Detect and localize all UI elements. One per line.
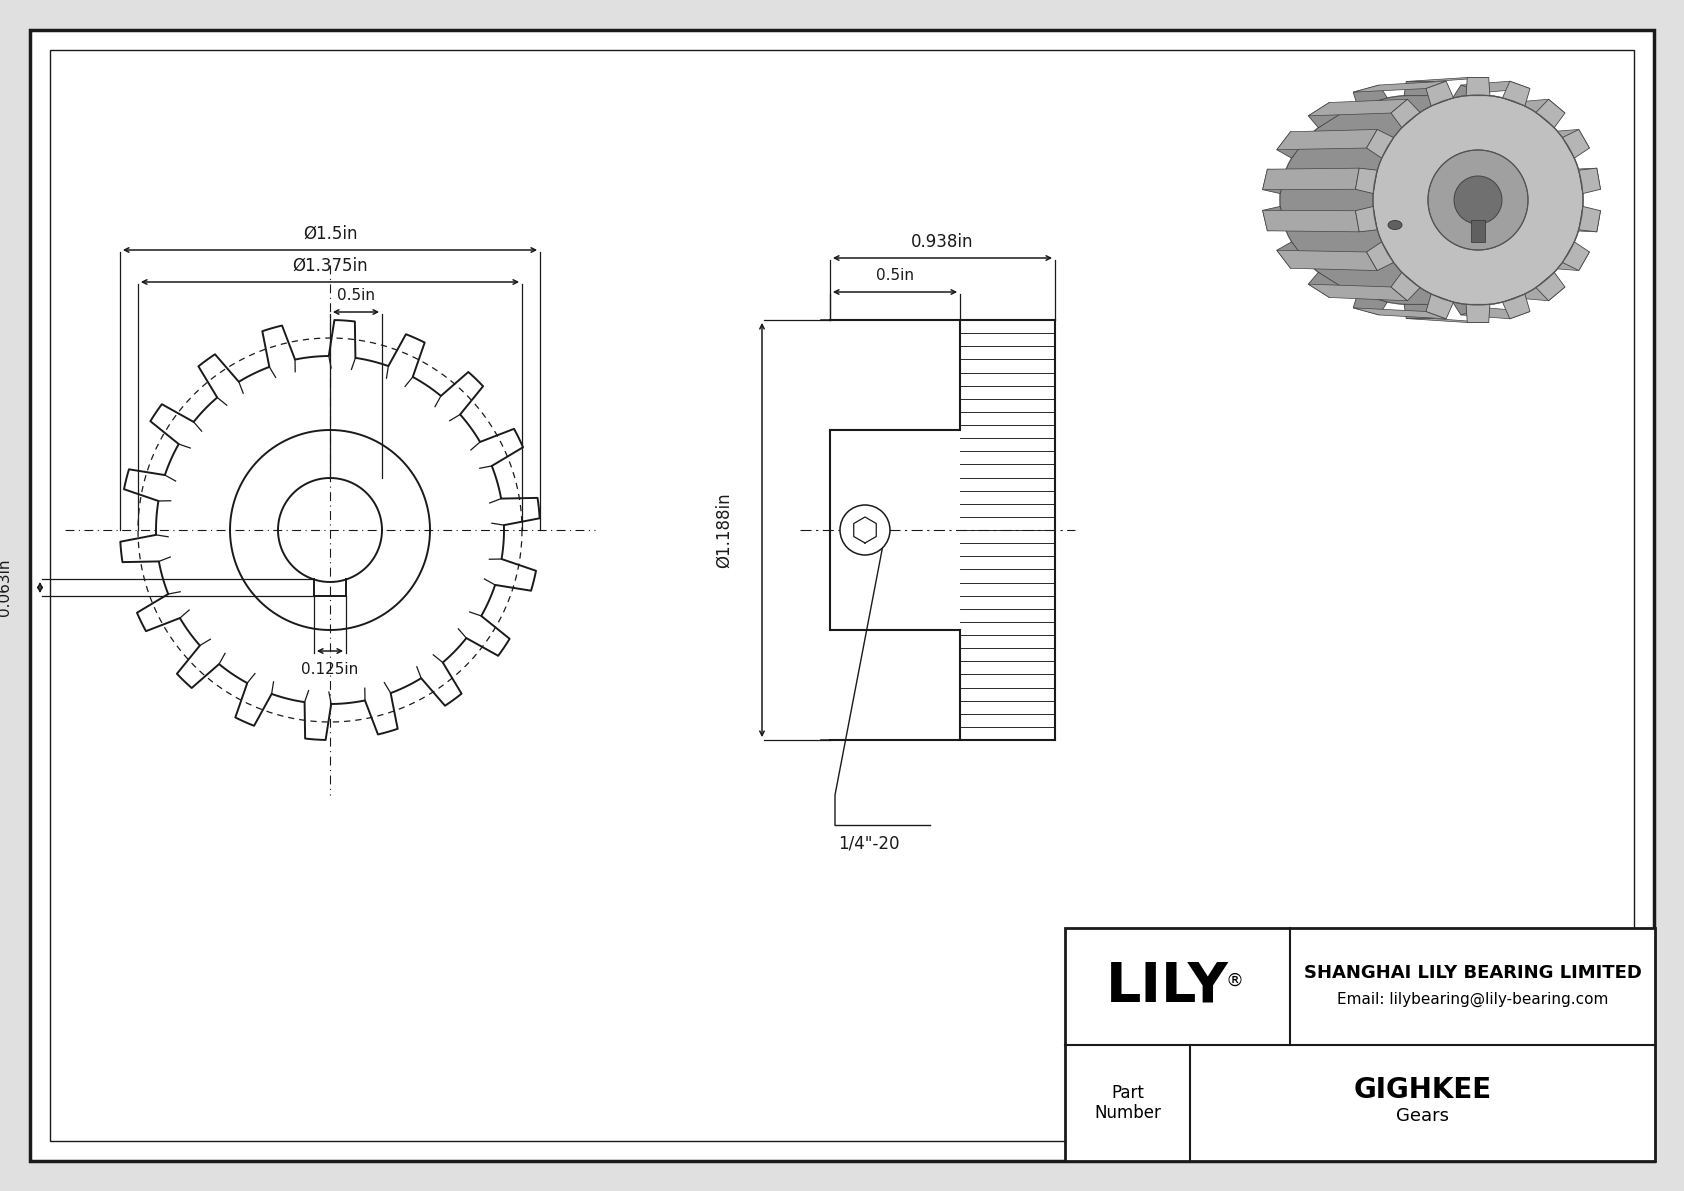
Polygon shape [1391, 99, 1420, 127]
Polygon shape [1502, 294, 1531, 319]
Polygon shape [1426, 81, 1453, 106]
Polygon shape [1308, 285, 1408, 301]
Text: Gears: Gears [1396, 1106, 1448, 1124]
Polygon shape [1502, 81, 1531, 106]
Polygon shape [1532, 242, 1563, 268]
Bar [1472, 220, 1485, 242]
Text: Email: lilybearing@lily-bearing.com: Email: lilybearing@lily-bearing.com [1337, 992, 1608, 1006]
Polygon shape [1356, 206, 1378, 232]
Polygon shape [1276, 250, 1378, 270]
Ellipse shape [1453, 176, 1502, 224]
Polygon shape [1467, 77, 1490, 95]
Polygon shape [1308, 273, 1342, 298]
Polygon shape [1263, 168, 1359, 189]
Polygon shape [1497, 273, 1532, 298]
Polygon shape [1276, 242, 1307, 268]
Text: Ø1.188in: Ø1.188in [716, 492, 733, 568]
Polygon shape [1467, 305, 1490, 323]
Polygon shape [1263, 206, 1287, 231]
Polygon shape [1554, 169, 1578, 194]
Polygon shape [1276, 132, 1307, 158]
Polygon shape [1426, 294, 1453, 319]
Text: 1/4"-20: 1/4"-20 [839, 835, 899, 853]
Ellipse shape [1372, 95, 1583, 305]
Polygon shape [1354, 81, 1447, 92]
Ellipse shape [1428, 150, 1527, 250]
Text: GIGHKEE: GIGHKEE [1354, 1075, 1492, 1104]
Text: LILY: LILY [1106, 959, 1229, 1014]
Polygon shape [1573, 211, 1600, 232]
Polygon shape [1366, 242, 1394, 270]
Polygon shape [1573, 168, 1600, 189]
Text: Number: Number [1095, 1104, 1160, 1122]
Polygon shape [1263, 169, 1287, 194]
Polygon shape [1276, 130, 1378, 150]
Polygon shape [1536, 273, 1564, 301]
Polygon shape [1406, 318, 1489, 323]
Polygon shape [1263, 211, 1359, 232]
Polygon shape [1578, 168, 1600, 194]
Bar [1064, 928, 1655, 1161]
Text: 0.063in: 0.063in [0, 559, 12, 616]
Polygon shape [1578, 206, 1600, 232]
Polygon shape [1406, 77, 1489, 81]
Polygon shape [1554, 206, 1578, 231]
Polygon shape [1404, 81, 1436, 95]
Text: ®: ® [1226, 971, 1243, 990]
Text: SHANGHAI LILY BEARING LIMITED: SHANGHAI LILY BEARING LIMITED [1303, 965, 1642, 983]
Polygon shape [1462, 307, 1531, 319]
Polygon shape [1356, 168, 1378, 194]
Polygon shape [1354, 294, 1388, 314]
Text: 0.938in: 0.938in [911, 233, 973, 251]
Ellipse shape [1280, 95, 1559, 305]
Polygon shape [1511, 99, 1564, 116]
Polygon shape [1366, 130, 1394, 158]
Polygon shape [1453, 294, 1487, 314]
Polygon shape [1563, 130, 1590, 158]
Polygon shape [1532, 132, 1563, 158]
Polygon shape [1354, 307, 1447, 319]
Polygon shape [1280, 200, 1583, 305]
Text: Part: Part [1111, 1084, 1143, 1102]
Polygon shape [1354, 85, 1388, 106]
Polygon shape [1462, 81, 1531, 92]
Polygon shape [1308, 102, 1342, 127]
Polygon shape [1563, 242, 1590, 270]
Text: 0.5in: 0.5in [876, 268, 914, 283]
Text: 0.5in: 0.5in [337, 288, 376, 304]
Text: Ø1.5in: Ø1.5in [303, 225, 357, 243]
Polygon shape [1404, 305, 1436, 318]
Ellipse shape [840, 505, 891, 555]
Polygon shape [1453, 85, 1487, 106]
Polygon shape [1280, 95, 1583, 200]
Polygon shape [1549, 250, 1590, 270]
Polygon shape [1536, 99, 1564, 127]
Text: 0.125in: 0.125in [301, 661, 359, 676]
Ellipse shape [1388, 220, 1403, 230]
Polygon shape [1549, 130, 1590, 150]
Polygon shape [1497, 102, 1532, 127]
Polygon shape [1391, 273, 1420, 301]
Polygon shape [1308, 99, 1408, 116]
Polygon shape [1511, 285, 1564, 301]
Text: Ø1.375in: Ø1.375in [293, 257, 367, 275]
